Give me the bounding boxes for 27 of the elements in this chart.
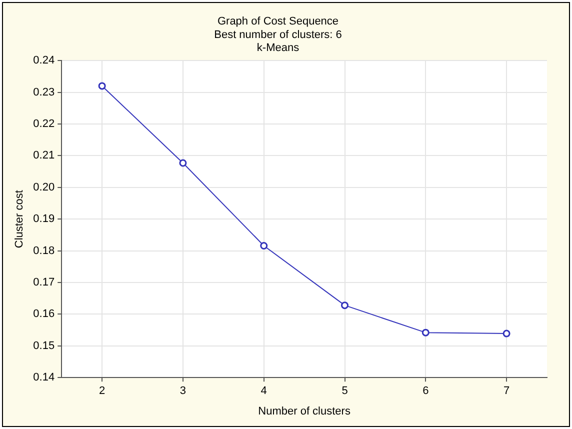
point — [98, 82, 106, 90]
y-tick-label: 0.16 — [33, 308, 55, 320]
point — [260, 242, 268, 250]
y-tick-label: 0.21 — [33, 150, 55, 162]
x-tick-label: 7 — [503, 385, 510, 398]
y-tick-label: 0.19 — [33, 213, 55, 226]
x-tick-label: 6 — [422, 385, 429, 398]
chart-subtitle: Best number of clusters: 6 k-Means — [214, 28, 342, 54]
y-axis-title: Cluster cost — [14, 190, 26, 248]
y-tick-label: 0.15 — [33, 340, 55, 352]
point — [179, 159, 187, 167]
y-tick-label: 0.24 — [33, 54, 55, 67]
point — [341, 302, 349, 310]
x-tick-label: 2 — [98, 385, 106, 398]
y-tick-label: 0.18 — [33, 244, 55, 257]
y-tick-label: 0.20 — [33, 181, 55, 194]
y-tick-label: 0.14 — [33, 372, 55, 384]
point — [422, 328, 430, 336]
point — [502, 330, 510, 338]
x-tick-label: 5 — [342, 385, 348, 398]
y-tick-label: 0.22 — [33, 118, 55, 130]
chart-title: Graph of Cost Sequence — [217, 16, 339, 28]
x-tick-label: 4 — [260, 385, 267, 398]
x-tick-label: 3 — [180, 385, 186, 398]
y-tick-label: 0.23 — [33, 86, 55, 98]
y-tick-label: 0.17 — [33, 276, 55, 289]
x-axis-title: Number of clusters — [258, 405, 351, 418]
